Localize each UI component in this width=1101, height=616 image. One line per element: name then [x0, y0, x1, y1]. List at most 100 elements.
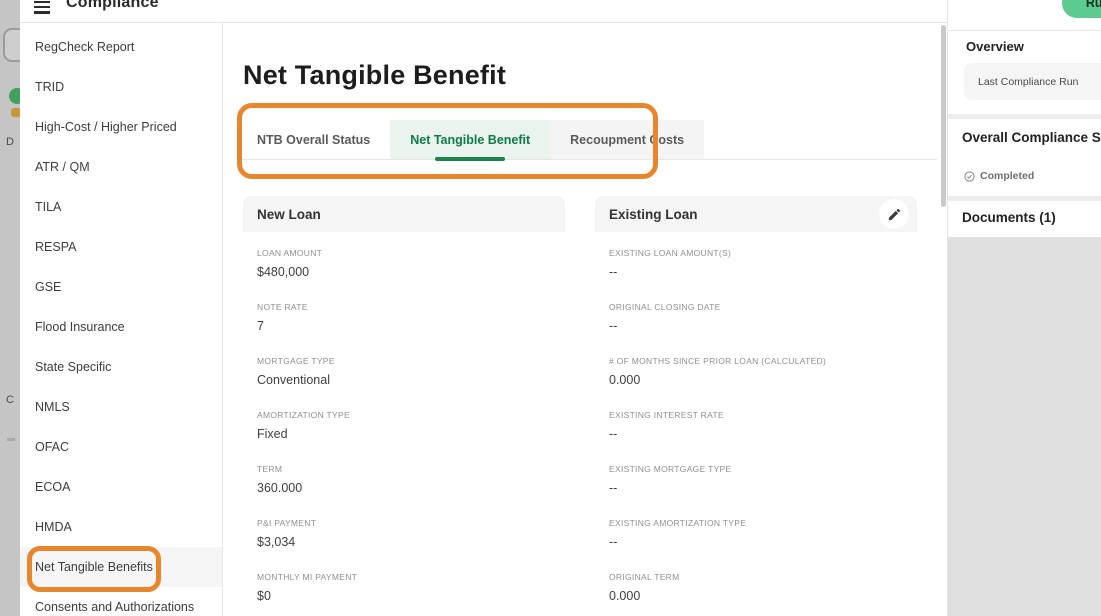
document-list-area[interactable] [948, 237, 1101, 616]
sidebar-item-consents-and-authorizations[interactable]: Consents and Authorizations [20, 587, 222, 616]
sidebar-item-label: ECOA [35, 480, 71, 494]
field-row: NOTE RATE 7 [257, 302, 551, 334]
new-loan-title: New Loan [257, 206, 321, 222]
field-value: -- [609, 265, 618, 279]
sidebar-item-state-specific[interactable]: State Specific [20, 347, 222, 387]
field-value: -- [609, 481, 618, 495]
last-compliance-run-field[interactable]: Last Compliance Run [964, 63, 1101, 100]
active-tab-underline [435, 157, 506, 161]
underlay-orange-dot [11, 108, 21, 117]
tab-label: Net Tangible Benefit [410, 132, 531, 147]
tab-ntb-overall-status[interactable]: NTB Overall Status [237, 120, 390, 159]
sidebar-item-ofac[interactable]: OFAC [20, 427, 222, 467]
field-label: ORIGINAL TERM [609, 572, 680, 582]
pencil-icon [888, 208, 900, 220]
field-label: EXISTING INTEREST RATE [609, 410, 724, 420]
sidebar-item-label: RegCheck Report [35, 40, 135, 54]
compliance-panel: Compliance RegCheck Report TRID High-Cos… [20, 0, 947, 616]
edit-existing-loan-button[interactable] [879, 199, 909, 229]
field-row: EXISTING MORTGAGE TYPE -- [609, 464, 903, 496]
existing-loan-title: Existing Loan [609, 206, 698, 222]
sidebar-item-label: TILA [35, 200, 62, 214]
panel-header: Compliance [20, 0, 947, 23]
sidebar-item-label: ATR / QM [35, 160, 90, 174]
field-row: EXISTING LOAN AMOUNT(S) -- [609, 248, 903, 280]
field-row: MORTGAGE TYPE Conventional [257, 356, 551, 388]
field-label: AMORTIZATION TYPE [257, 410, 350, 420]
compliance-status-badge: Completed [964, 170, 1034, 182]
panel-title: Compliance [66, 0, 159, 11]
sidebar-item-gse[interactable]: GSE [20, 267, 222, 307]
underlay-letter: D [6, 136, 14, 148]
background-underlay: D C [0, 0, 27, 616]
sidebar-item-atr-qm[interactable]: ATR / QM [20, 147, 222, 187]
sidebar-item-label: TRID [35, 80, 65, 94]
sidebar: RegCheck Report TRID High-Cost / Higher … [20, 23, 223, 616]
sidebar-item-label: GSE [35, 280, 62, 294]
documents-title: Documents (1) [962, 210, 1056, 225]
drawer-divider [948, 30, 1101, 31]
sidebar-item-high-cost-higher-priced[interactable]: High-Cost / Higher Priced [20, 107, 222, 147]
new-loan-card: New Loan LOAN AMOUNT $480,000 NOTE RATE … [243, 196, 565, 616]
field-label: ORIGINAL CLOSING DATE [609, 302, 721, 312]
new-loan-header: New Loan [243, 196, 565, 232]
tab-net-tangible-benefit[interactable]: Net Tangible Benefit [390, 120, 551, 161]
main-scrollbar[interactable] [941, 25, 946, 207]
tab-label: NTB Overall Status [257, 132, 371, 147]
field-row: # OF MONTHS SINCE PRIOR LOAN (CALCULATED… [609, 356, 903, 388]
tab-label: Recoupment Costs [570, 132, 685, 147]
sidebar-item-tila[interactable]: TILA [20, 187, 222, 227]
sidebar-item-net-tangible-benefits[interactable]: Net Tangible Benefits [20, 547, 222, 587]
existing-loan-header: Existing Loan [595, 196, 917, 232]
tab-recoupment-costs[interactable]: Recoupment Costs [550, 120, 705, 159]
field-label: MORTGAGE TYPE [257, 356, 335, 366]
sidebar-item-flood-insurance[interactable]: Flood Insurance [20, 307, 222, 347]
field-label: NOTE RATE [257, 302, 308, 312]
underlay-mark [7, 438, 15, 441]
existing-loan-fields: EXISTING LOAN AMOUNT(S) -- ORIGINAL CLOS… [595, 232, 917, 604]
field-value: $0 [257, 589, 271, 603]
field-value: -- [609, 427, 618, 441]
sidebar-item-label: HMDA [35, 520, 72, 534]
run-button[interactable]: Run [1062, 0, 1101, 18]
sidebar-item-nmls[interactable]: NMLS [20, 387, 222, 427]
sidebar-item-label: Flood Insurance [35, 320, 125, 334]
field-row: ORIGINAL CLOSING DATE -- [609, 302, 903, 334]
field-row: LOAN AMOUNT $480,000 [257, 248, 551, 280]
tab-bar: NTB Overall Status Net Tangible Benefit … [237, 120, 937, 161]
sidebar-item-regcheck-report[interactable]: RegCheck Report [20, 27, 222, 67]
sidebar-item-respa[interactable]: RESPA [20, 227, 222, 267]
sidebar-item-trid[interactable]: TRID [20, 67, 222, 107]
sidebar-item-ecoa[interactable]: ECOA [20, 467, 222, 507]
last-compliance-run-label: Last Compliance Run [978, 75, 1079, 88]
overall-compliance-status-title: Overall Compliance Status [962, 130, 1101, 145]
field-label: EXISTING MORTGAGE TYPE [609, 464, 732, 474]
field-label: EXISTING AMORTIZATION TYPE [609, 518, 747, 528]
page-title: Net Tangible Benefit [243, 60, 507, 90]
field-row: EXISTING AMORTIZATION TYPE -- [609, 518, 903, 550]
field-value: 0.000 [609, 589, 641, 603]
status-label: Completed [980, 170, 1035, 182]
field-value: 360.000 [257, 481, 303, 495]
existing-loan-card: Existing Loan EXISTING LOAN AMOUNT(S) -- [595, 196, 917, 616]
field-value: $480,000 [257, 265, 310, 279]
loan-cards: New Loan LOAN AMOUNT $480,000 NOTE RATE … [243, 196, 917, 616]
field-row: TERM 360.000 [257, 464, 551, 496]
field-value: Conventional [257, 373, 330, 387]
sidebar-item-label: State Specific [35, 360, 112, 374]
overview-title: Overview [966, 39, 1024, 54]
sidebar-item-hmda[interactable]: HMDA [20, 507, 222, 547]
field-label: TERM [257, 464, 283, 474]
field-value: $3,034 [257, 535, 296, 549]
sidebar-item-label: Net Tangible Benefits [35, 560, 153, 574]
field-row: P&I PAYMENT $3,034 [257, 518, 551, 550]
check-circle-icon [964, 170, 975, 182]
field-label: EXISTING LOAN AMOUNT(S) [609, 248, 732, 258]
field-label: P&I PAYMENT [257, 518, 317, 528]
menu-icon[interactable] [34, 0, 50, 14]
field-row: ORIGINAL TERM 0.000 [609, 572, 903, 604]
field-value: Fixed [257, 427, 288, 441]
drawer-divider [948, 114, 1101, 119]
field-row: MONTHLY MI PAYMENT $0 [257, 572, 551, 604]
